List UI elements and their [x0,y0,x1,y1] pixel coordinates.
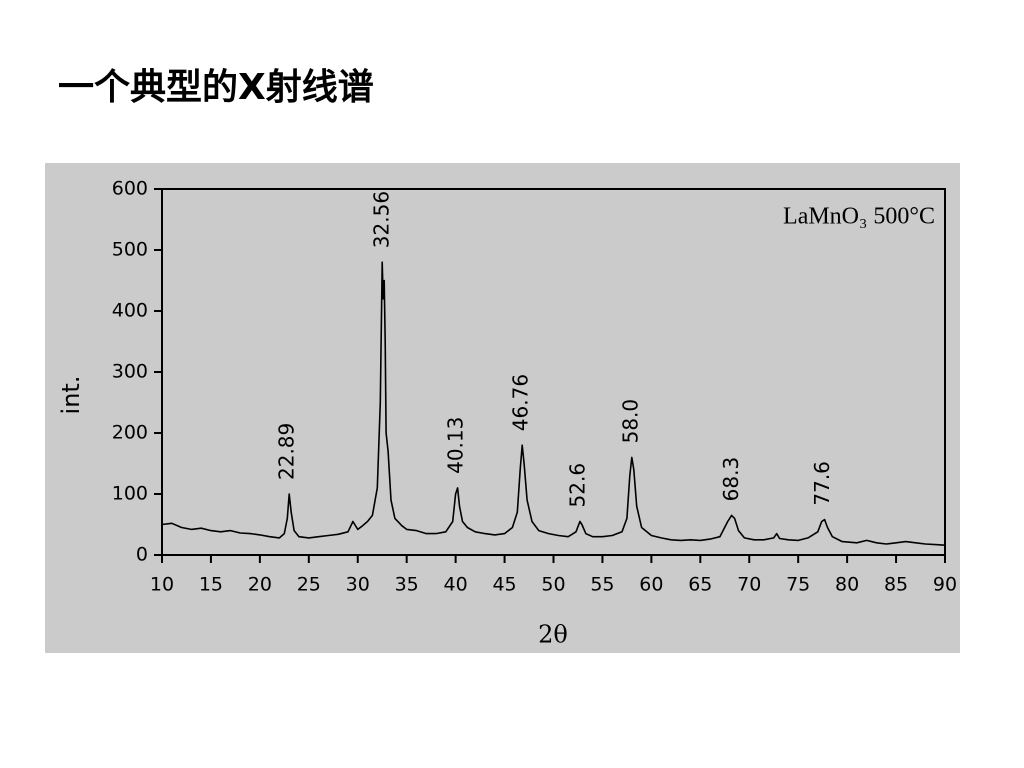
x-tick-label: 40 [444,574,468,596]
y-tick-label: 0 [136,544,148,566]
peak-label: 58.0 [618,399,642,444]
x-tick-label: 35 [395,574,419,596]
x-tick-label: 75 [786,574,810,596]
x-tick-label: 25 [297,574,321,596]
x-tick-label: 90 [933,574,957,596]
peak-label: 77.6 [810,461,834,506]
x-tick-label: 60 [639,574,663,596]
peak-label: 22.89 [275,423,299,480]
peak-label: 40.13 [443,417,467,474]
y-tick-label: 600 [112,178,148,200]
y-tick-label: 400 [112,300,148,322]
peak-label: 52.6 [565,463,589,508]
peak-label: 32.56 [369,191,393,248]
x-tick-label: 65 [688,574,712,596]
x-tick-label: 85 [884,574,908,596]
x-axis-label: 2θ [538,621,568,649]
chart-background [45,163,960,653]
x-tick-label: 45 [492,574,516,596]
x-tick-label: 15 [199,574,223,596]
x-tick-label: 70 [737,574,761,596]
peak-label: 68.3 [719,457,743,502]
slide-title: 一个典型的X射线谱 [58,67,374,108]
y-tick-label: 200 [112,422,148,444]
y-axis-label: int. [57,376,85,415]
x-tick-label: 10 [150,574,174,596]
y-tick-label: 500 [112,239,148,261]
xrd-line [161,261,946,546]
y-tick-label: 100 [112,483,148,505]
x-tick-label: 30 [346,574,370,596]
peak-label: 46.76 [508,374,532,431]
sample-label: LaMnO₃ 500°C [783,204,935,230]
x-tick-label: 20 [248,574,272,596]
x-tick-label: 80 [835,574,859,596]
y-tick-label: 300 [112,361,148,383]
x-tick-label: 55 [590,574,614,596]
x-tick-label: 50 [541,574,565,596]
